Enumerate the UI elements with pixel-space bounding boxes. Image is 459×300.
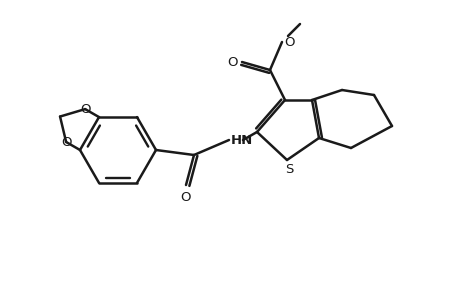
Text: O: O [61,136,71,148]
Text: O: O [283,35,294,49]
Text: O: O [227,56,237,68]
Text: S: S [284,163,292,176]
Text: O: O [180,191,191,204]
Text: O: O [80,103,90,116]
Text: HN: HN [230,134,253,146]
